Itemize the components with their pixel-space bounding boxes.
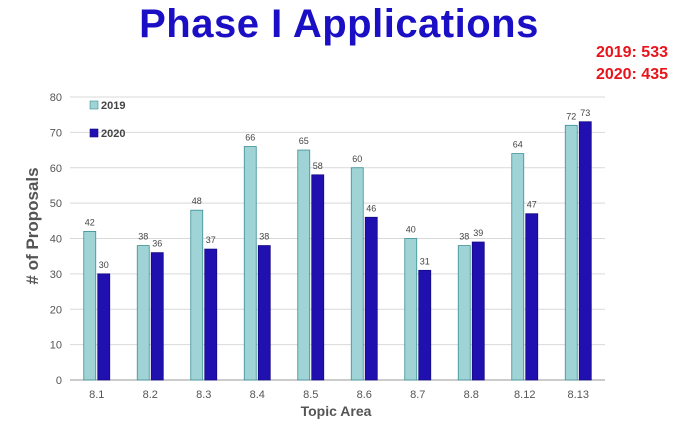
- x-tick-label: 8.4: [250, 389, 265, 401]
- data-label: 38: [259, 232, 269, 242]
- y-tick-label: 50: [50, 198, 62, 210]
- data-label: 73: [580, 108, 590, 118]
- bars: 42 30 38 36 48 37 66 38 65 58 60 46 40 31 38 39 64 47 72 73: [83, 108, 592, 381]
- x-tick-label: 8.2: [143, 389, 158, 401]
- chart-title: Phase I Applications: [139, 2, 539, 46]
- total-2019: 2019: 533: [595, 44, 668, 61]
- data-label: 31: [420, 256, 430, 266]
- data-label: 72: [566, 111, 576, 121]
- x-tick-label: 8.8: [464, 389, 479, 401]
- data-label: 30: [99, 260, 109, 270]
- data-label: 48: [192, 196, 202, 206]
- data-label: 58: [313, 161, 323, 171]
- x-axis-title: Topic Area: [301, 403, 372, 419]
- bar-2019: [190, 209, 204, 381]
- x-tick-label: 8.1: [89, 389, 104, 401]
- bar-2019: [83, 231, 97, 381]
- bar-2020: [97, 273, 111, 381]
- x-axis-ticks: 8.1 8.2 8.3 8.4 8.5 8.6 8.7 8.8 8.12 8.13: [89, 389, 589, 401]
- bar-2020: [364, 216, 378, 381]
- bar-2020: [257, 245, 271, 381]
- y-tick-label: 30: [50, 269, 62, 281]
- bar-2019: [511, 153, 525, 381]
- totals-annotation: 2019: 533 2020: 435: [596, 42, 668, 86]
- legend-swatch-2020: [89, 128, 99, 138]
- y-tick-label: 70: [50, 127, 62, 139]
- bar-2019: [564, 124, 578, 381]
- y-axis-ticks: 0 10 20 30 40 50 60 70 80: [50, 92, 62, 387]
- legend: 2019 2020: [89, 100, 125, 140]
- y-tick-label: 10: [50, 340, 62, 352]
- x-tick-label: 8.13: [568, 389, 589, 401]
- bar-2020: [311, 174, 325, 381]
- data-label: 60: [352, 154, 362, 164]
- y-tick-label: 0: [56, 375, 62, 387]
- bar-2019: [136, 245, 150, 381]
- y-tick-label: 20: [50, 304, 62, 316]
- x-tick-label: 8.7: [410, 389, 425, 401]
- bar-2019: [297, 149, 311, 381]
- bar-2020: [578, 121, 592, 381]
- data-label: 39: [473, 228, 483, 238]
- bar-2019: [243, 146, 257, 381]
- data-label: 64: [513, 140, 523, 150]
- data-label: 38: [138, 232, 148, 242]
- y-tick-label: 40: [50, 234, 62, 246]
- bar-2020: [150, 252, 164, 381]
- bar-2019: [350, 167, 364, 381]
- total-2020: 2020: 435: [595, 66, 668, 83]
- bar-2020: [418, 269, 432, 381]
- bar-2019: [457, 245, 471, 381]
- data-label: 47: [527, 200, 537, 210]
- data-label: 46: [366, 203, 376, 213]
- x-tick-label: 8.12: [514, 389, 535, 401]
- bar-2020: [525, 213, 539, 381]
- x-tick-label: 8.6: [357, 389, 372, 401]
- data-label: 65: [299, 136, 309, 146]
- y-tick-label: 80: [50, 92, 62, 104]
- legend-label-2019: 2019: [101, 100, 125, 112]
- gridlines: [70, 96, 605, 381]
- data-label: 42: [85, 217, 95, 227]
- data-label: 66: [245, 133, 255, 143]
- data-label: 40: [406, 225, 416, 235]
- data-label: 38: [459, 232, 469, 242]
- legend-label-2020: 2020: [101, 128, 125, 140]
- y-tick-label: 60: [50, 163, 62, 175]
- data-label: 36: [152, 239, 162, 249]
- x-tick-label: 8.3: [196, 389, 211, 401]
- data-label: 37: [206, 235, 216, 245]
- bar-2020: [204, 248, 218, 381]
- x-tick-label: 8.5: [303, 389, 318, 401]
- bar-2019: [404, 238, 418, 381]
- legend-swatch-2019: [89, 100, 99, 110]
- y-axis-title: # of Proposals: [23, 167, 42, 284]
- bar-2020: [471, 241, 485, 381]
